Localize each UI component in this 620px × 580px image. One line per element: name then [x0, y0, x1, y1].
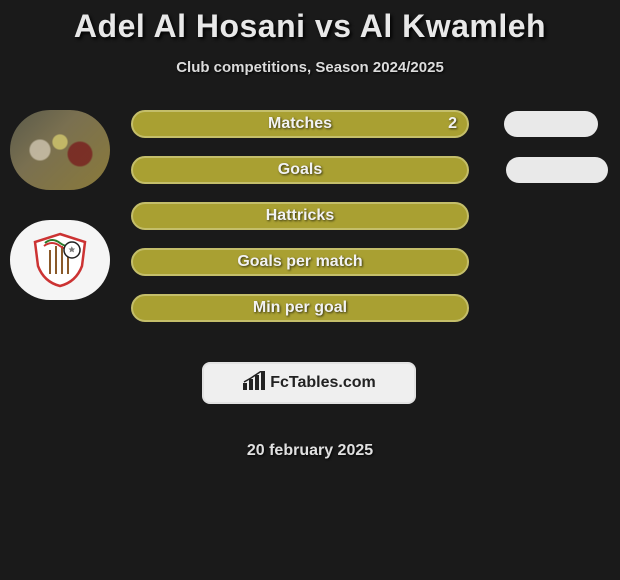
stats-area: Matches 2 Goals Hattricks Goals per match Min…	[0, 110, 620, 460]
chart-icon	[242, 371, 266, 396]
player-avatar	[10, 110, 110, 190]
date-label: 20 february 2025	[247, 442, 373, 460]
side-pill-matches	[504, 111, 598, 137]
stat-pill-matches: Matches 2	[131, 110, 469, 138]
branding-text: FcTables.com	[270, 374, 376, 392]
branding-badge[interactable]: FcTables.com	[202, 362, 416, 404]
page-subtitle: Club competitions, Season 2024/2025	[176, 59, 444, 76]
stat-label: Hattricks	[266, 207, 334, 225]
stat-label: Goals per match	[237, 253, 362, 271]
side-pill-goals	[506, 157, 608, 183]
stat-pill-goals-per-match: Goals per match	[131, 248, 469, 276]
stat-value: 2	[448, 115, 457, 133]
stat-label: Matches	[268, 115, 332, 133]
avatar-column	[10, 110, 110, 300]
stat-pill-goals: Goals	[131, 156, 469, 184]
stat-label: Min per goal	[253, 299, 347, 317]
shield-icon	[30, 232, 90, 288]
stat-pill-hattricks: Hattricks	[131, 202, 469, 230]
stat-label: Goals	[278, 161, 322, 179]
page-title: Adel Al Hosani vs Al Kwamleh	[74, 8, 546, 45]
club-logo	[10, 220, 110, 300]
stat-pill-min-per-goal: Min per goal	[131, 294, 469, 322]
